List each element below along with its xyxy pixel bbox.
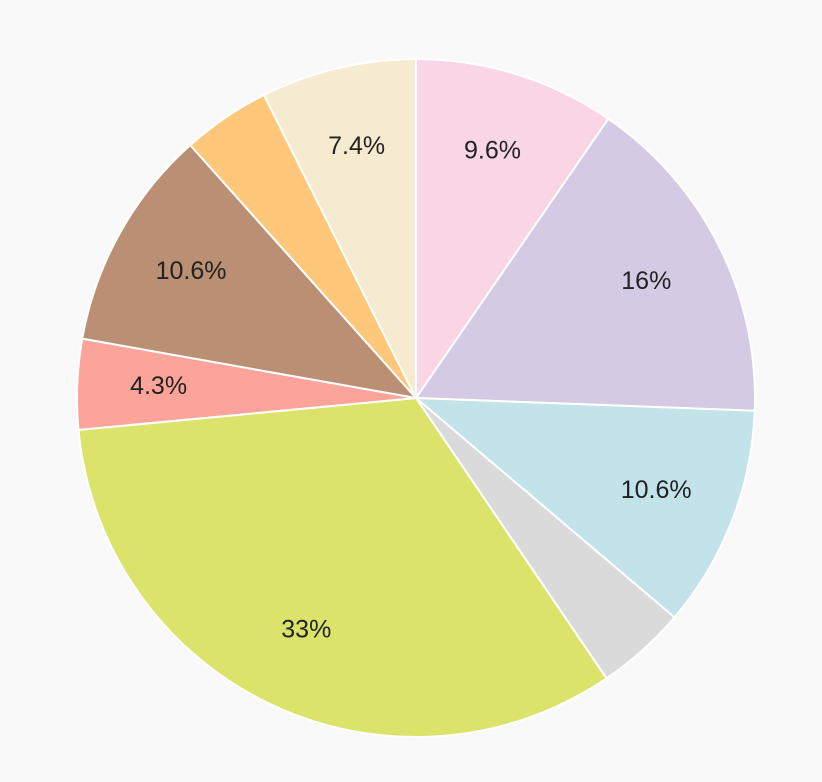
pie-slice-9 [262,57,417,399]
pie-slice-label-1: 9.6% [464,137,521,165]
pie-labels: 9.6% 16% 10.6% 33% 4.3% 10.6% 7.4% [130,132,692,644]
pie-slice-label-3: 10.6% [621,476,692,504]
pie-slice-label-7: 10.6% [156,257,227,285]
pie-slice-label-2: 16% [621,267,671,295]
pie-slice-7 [81,143,419,400]
pie-slice-2 [414,117,756,412]
pie-slice-label-5: 33% [281,616,331,644]
pie-slice-5 [77,396,608,738]
pie-slices [75,57,756,738]
pie-slice-3 [413,396,756,619]
pie-slice-label-9: 7.4% [328,132,385,160]
pie-slice-label-6: 4.3% [130,372,187,400]
pie-slice-1 [415,57,610,402]
